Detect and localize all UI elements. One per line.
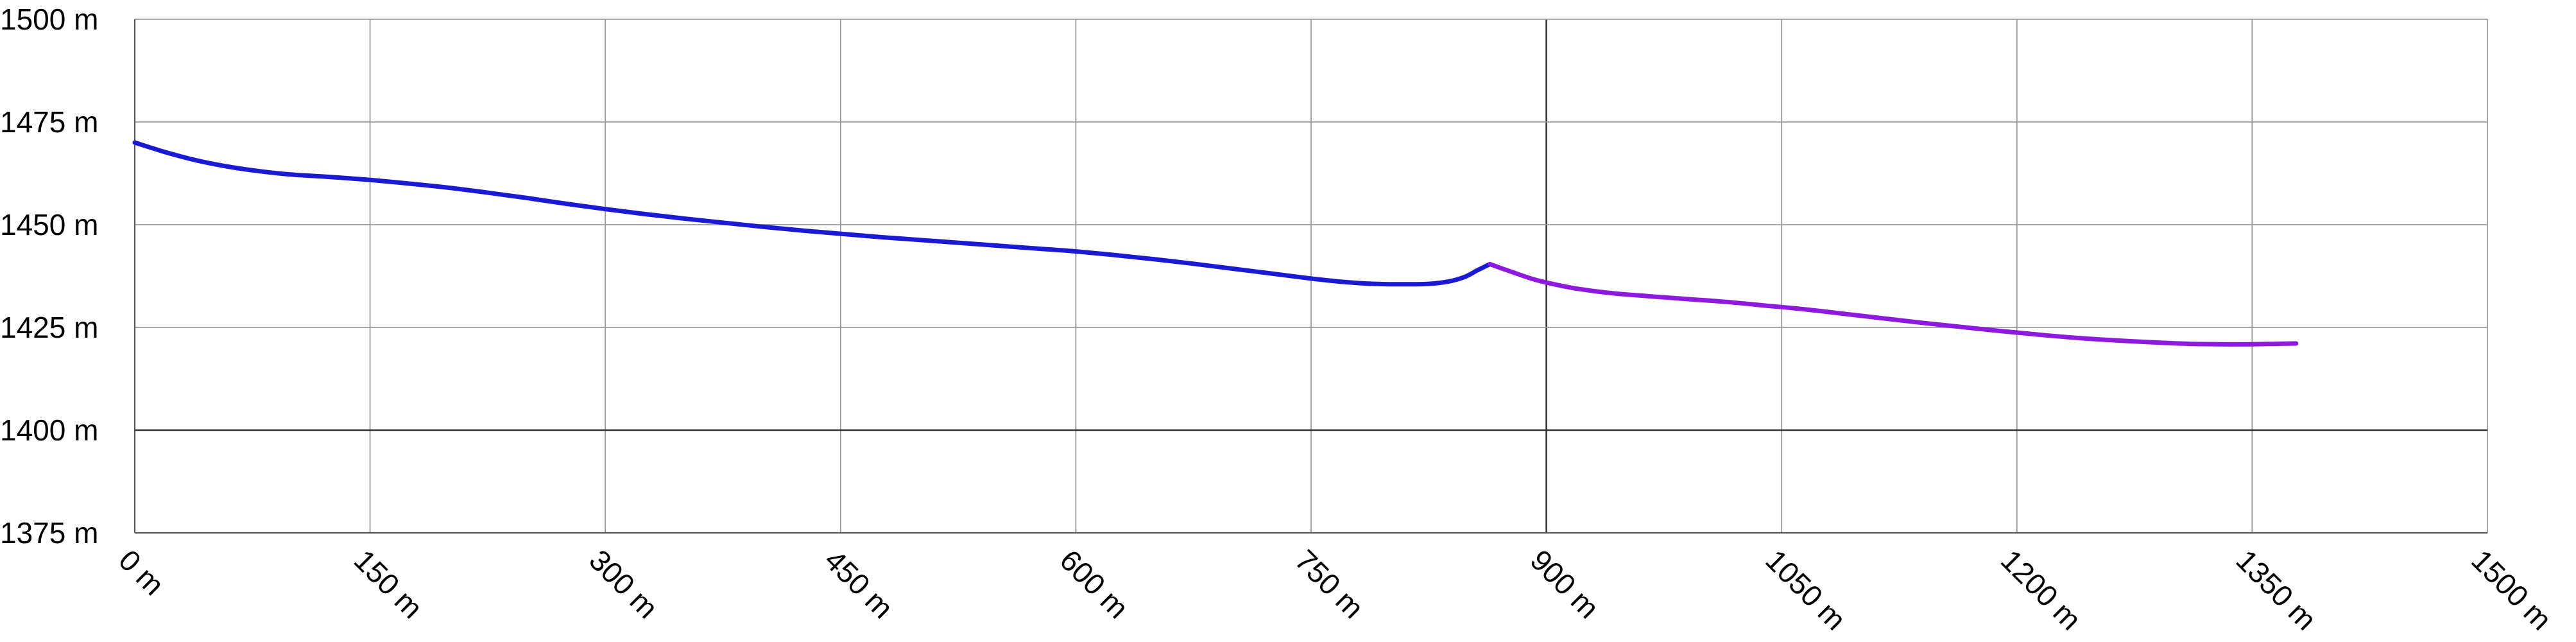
x-tick-label: 300 m: [583, 543, 664, 625]
x-tick-label: 450 m: [818, 543, 900, 625]
y-tick-label: 1375 m: [0, 516, 98, 550]
x-tick-label: 1050 m: [1759, 543, 1852, 636]
y-tick-label: 1475 m: [0, 105, 98, 139]
series-line-1: [132, 140, 1493, 287]
series-line-2: [1488, 261, 2299, 347]
x-tick-label: 1200 m: [1995, 543, 2088, 636]
y-tick-label: 1500 m: [0, 3, 98, 36]
x-tick-label: 1500 m: [2465, 543, 2558, 636]
x-tick-label: 600 m: [1054, 543, 1135, 625]
axes-layer: [133, 19, 2487, 534]
y-tick-label: 1450 m: [0, 208, 98, 241]
y-tick-label: 1400 m: [0, 413, 98, 447]
x-tick-label: 750 m: [1289, 543, 1370, 625]
grid-layer: [134, 19, 2488, 534]
x-tick-label: 1350 m: [2230, 543, 2323, 636]
series-layer: [132, 140, 2299, 347]
y-tick-labels: 1375 m 1400 m 1425 m 1450 m 1475 m 1500 m: [0, 3, 98, 550]
x-tick-label: 900 m: [1524, 543, 1606, 625]
x-tick-label: 150 m: [348, 543, 429, 625]
x-tick-label: 0 m: [112, 543, 171, 602]
y-tick-label: 1425 m: [0, 311, 98, 344]
x-tick-labels: 0 m 150 m 300 m 450 m 600 m 750 m 900 m 1050 m 1…: [112, 543, 2558, 636]
